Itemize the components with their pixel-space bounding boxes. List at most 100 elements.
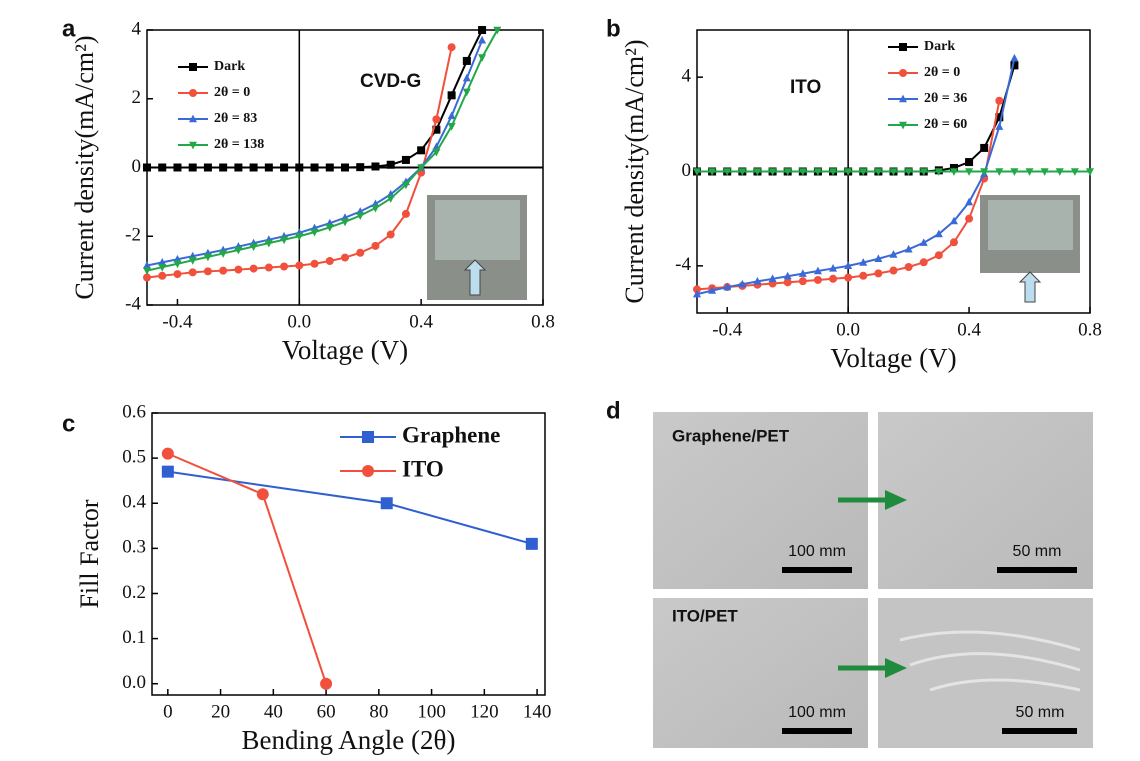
marker <box>234 246 243 255</box>
marker <box>462 88 471 97</box>
marker <box>949 168 958 176</box>
marker <box>1025 168 1034 176</box>
marker <box>949 216 958 225</box>
marker <box>188 268 197 277</box>
marker <box>320 677 333 690</box>
panel-label: c <box>62 410 75 437</box>
marker <box>356 163 365 172</box>
legend-marker <box>189 141 197 150</box>
marker <box>219 163 228 172</box>
marker <box>874 254 883 262</box>
y-tick-label: -4 <box>675 254 691 275</box>
marker <box>380 497 393 510</box>
x-tick-label: 80 <box>369 701 388 722</box>
marker <box>783 278 792 287</box>
marker <box>995 122 1004 130</box>
marker <box>432 148 441 157</box>
legend-marker <box>899 43 907 51</box>
marker <box>813 275 822 284</box>
marker <box>203 267 212 276</box>
plot-frame <box>151 412 546 696</box>
scale-label: 50 mm <box>1013 543 1062 560</box>
marker <box>249 163 258 172</box>
marker <box>1010 61 1019 70</box>
x-axis-label: Voltage (V) <box>830 343 956 373</box>
panel-label: a <box>62 15 76 42</box>
marker <box>341 163 349 172</box>
marker <box>143 163 151 172</box>
marker <box>995 113 1004 122</box>
marker <box>965 214 974 223</box>
y-tick-label: 0 <box>132 156 142 177</box>
y-tick-label: 2 <box>132 87 142 108</box>
legend-marker <box>899 121 907 130</box>
series-line <box>697 58 1016 296</box>
series-line <box>147 29 499 272</box>
marker <box>447 111 456 120</box>
scratch <box>899 630 1081 692</box>
marker <box>280 163 289 172</box>
x-axis-label: Voltage (V) <box>282 335 408 365</box>
y-tick-label: 0.0 <box>122 672 146 693</box>
x-tick-label: 40 <box>264 701 283 722</box>
x-tick-label: -0.4 <box>712 319 743 340</box>
arrow-head <box>885 658 907 678</box>
marker <box>723 168 732 176</box>
marker <box>753 168 762 176</box>
marker <box>173 163 182 172</box>
scale-label: 100 mm <box>788 543 846 560</box>
y-tick-label: 0 <box>682 160 692 181</box>
legend-marker <box>899 94 907 103</box>
x-tick-label: 20 <box>211 701 230 722</box>
scale-label: 50 mm <box>1016 704 1065 721</box>
marker <box>158 271 167 280</box>
annotation: ITO <box>790 77 821 98</box>
marker <box>371 162 380 171</box>
marker <box>310 163 319 172</box>
marker <box>813 168 822 176</box>
marker <box>904 244 913 253</box>
marker <box>386 160 395 169</box>
marker <box>708 168 717 176</box>
marker <box>708 286 717 294</box>
marker <box>356 212 365 221</box>
marker <box>525 537 538 550</box>
marker <box>280 236 289 245</box>
scale-bar <box>782 728 852 734</box>
legend-marker <box>189 114 197 123</box>
marker <box>874 269 883 278</box>
legend-label: 2θ = 36 <box>924 91 967 106</box>
marker <box>264 239 273 248</box>
x-tick-label: 0 <box>163 701 173 722</box>
marker <box>158 263 167 272</box>
marker <box>844 273 853 282</box>
y-tick-label: 0.2 <box>122 582 146 603</box>
marker <box>829 274 838 283</box>
marker <box>904 168 913 176</box>
inset-photo-detail <box>435 200 520 260</box>
marker <box>234 265 243 274</box>
marker <box>889 266 898 275</box>
marker <box>173 270 182 279</box>
marker <box>965 168 974 176</box>
x-tick-label: 0.8 <box>531 311 555 332</box>
legend-label: Graphene <box>402 422 500 447</box>
marker <box>264 263 273 272</box>
light-arrow <box>1018 271 1042 303</box>
scale-label: 100 mm <box>788 704 846 721</box>
marker <box>203 163 212 172</box>
series-line <box>167 470 533 545</box>
marker <box>371 204 380 213</box>
marker <box>143 267 151 276</box>
micrograph <box>653 412 868 589</box>
marker <box>478 54 487 62</box>
x-tick-label: 0.4 <box>957 319 981 340</box>
y-tick-label: -2 <box>125 225 141 246</box>
marker <box>447 91 456 100</box>
marker <box>934 168 943 176</box>
marker <box>995 168 1004 176</box>
marker <box>432 115 441 124</box>
marker <box>371 241 380 250</box>
micrograph <box>878 412 1093 589</box>
